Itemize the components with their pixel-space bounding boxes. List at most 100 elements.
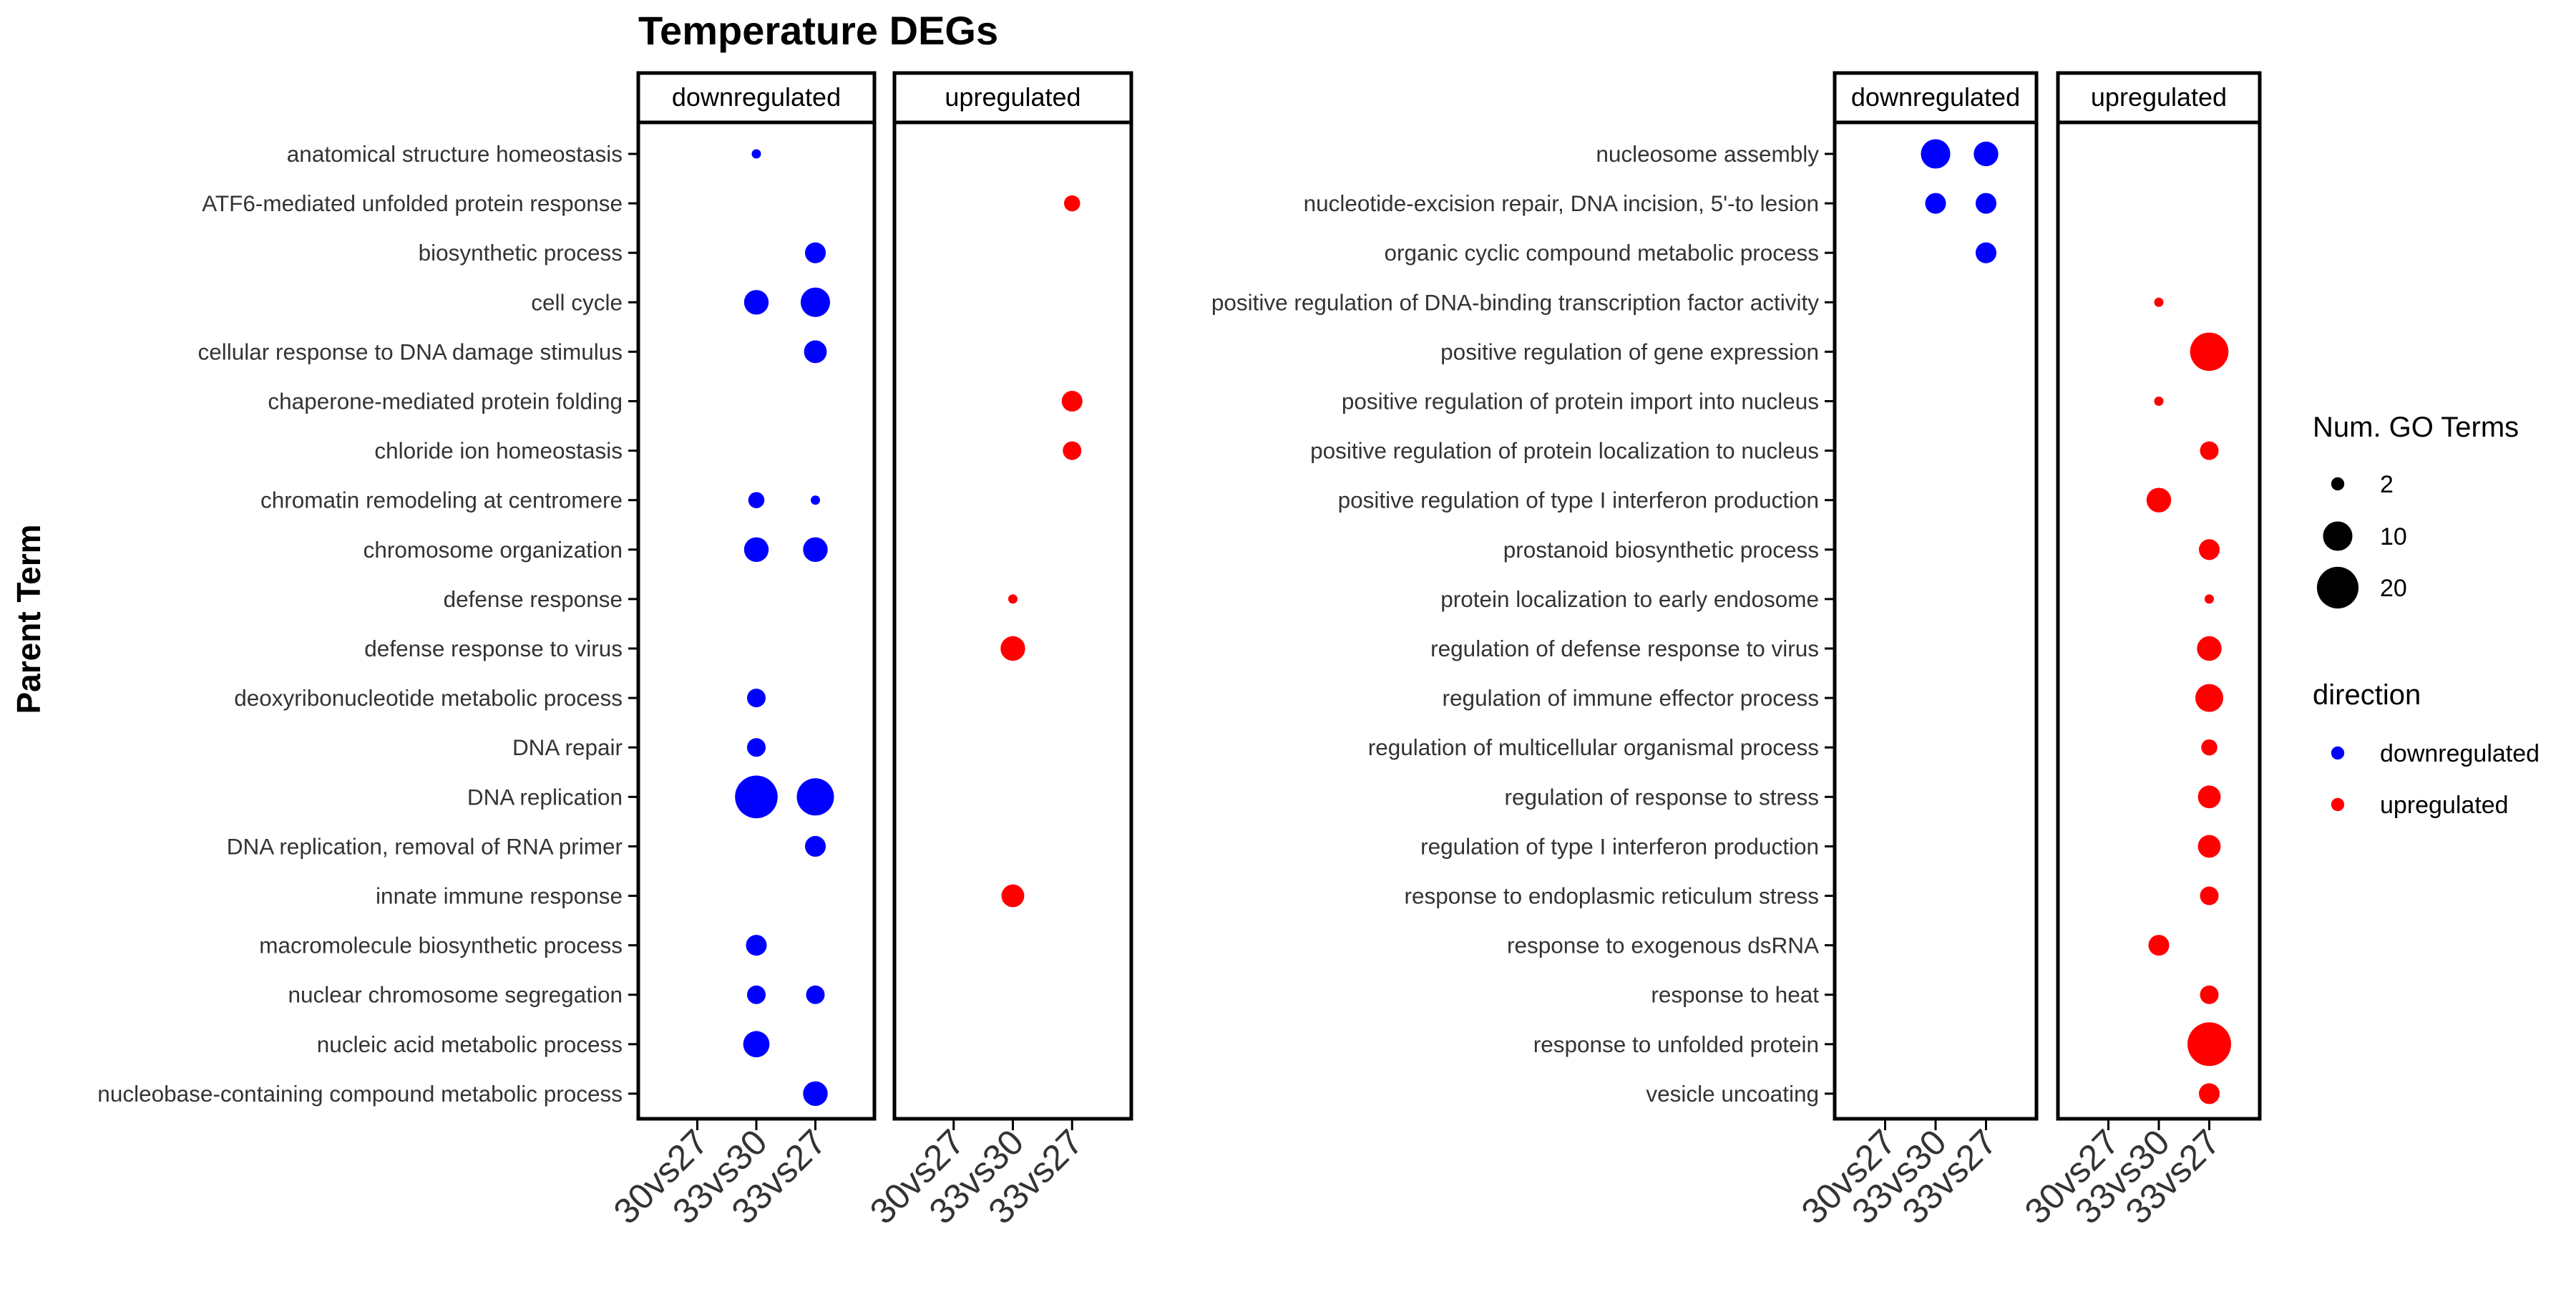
y-tick-label: DNA repair xyxy=(512,734,623,760)
y-tick-label: ATF6-mediated unfolded protein response xyxy=(202,190,623,216)
data-point xyxy=(2198,539,2220,560)
y-tick-label: prostanoid biosynthetic process xyxy=(1503,537,1819,563)
y-tick-label: positive regulation of protein import in… xyxy=(1342,389,1819,414)
data-point xyxy=(1008,594,1018,604)
y-tick-label: response to exogenous dsRNA xyxy=(1507,933,1819,958)
y-tick-label: DNA replication, removal of RNA primer xyxy=(227,833,623,859)
data-point xyxy=(2197,835,2221,858)
data-point xyxy=(1000,636,1025,661)
y-tick-label: biosynthetic process xyxy=(419,240,623,266)
data-point xyxy=(1975,242,1997,263)
y-tick-label: regulation of multicellular organismal p… xyxy=(1368,734,1819,760)
size-legend-label: 2 xyxy=(2380,471,2394,498)
data-point xyxy=(796,778,834,816)
data-point xyxy=(2197,785,2221,809)
data-point xyxy=(2187,1022,2231,1067)
y-tick-label: chloride ion homeostasis xyxy=(374,438,623,464)
size-legend-title: Num. GO Terms xyxy=(2313,412,2519,443)
data-point xyxy=(746,935,767,956)
size-legend-key xyxy=(2331,477,2345,491)
y-tick-label: chromatin remodeling at centromere xyxy=(260,487,623,513)
data-point xyxy=(1975,193,1997,214)
y-tick-label: deoxyribonucleotide metabolic process xyxy=(234,685,623,711)
y-tick-label: nucleosome assembly xyxy=(1596,141,1819,167)
y-tick-label: organic cyclic compound metabolic proces… xyxy=(1384,240,1819,266)
data-point xyxy=(803,1081,828,1107)
data-point xyxy=(2200,886,2219,905)
size-legend-label: 10 xyxy=(2380,523,2407,550)
y-tick-label: positive regulation of DNA-binding trans… xyxy=(1211,289,1819,315)
y-tick-label: response to heat xyxy=(1651,982,1819,1008)
y-tick-label: defense response xyxy=(444,586,623,612)
data-point xyxy=(735,775,778,819)
y-tick-label: nucleotide-excision repair, DNA incision… xyxy=(1304,190,1819,216)
y-axis-right: nucleosome assembly nucleotide-excision r… xyxy=(1211,141,1835,1107)
y-tick-label: macromolecule biosynthetic process xyxy=(259,933,623,958)
data-point xyxy=(2146,487,2172,513)
data-point xyxy=(751,149,761,159)
data-point xyxy=(747,689,766,708)
panel-border xyxy=(892,120,1133,1121)
data-point xyxy=(1001,884,1025,908)
y-tick-label: defense response to virus xyxy=(364,636,623,661)
y-tick-label: innate immune response xyxy=(376,883,623,909)
y-tick-label: nuclear chromosome segregation xyxy=(288,982,623,1008)
y-axis-title: Parent Term xyxy=(10,524,47,714)
color-legend-label: downregulated xyxy=(2380,740,2540,767)
size-legend-label: 20 xyxy=(2380,575,2407,602)
y-tick-label: cellular response to DNA damage stimulus xyxy=(197,339,623,364)
data-point xyxy=(2195,684,2223,712)
y-tick-label: chaperone-mediated protein folding xyxy=(268,389,623,414)
data-point xyxy=(2205,594,2214,604)
color-legend-label: upregulated xyxy=(2380,792,2509,819)
y-tick-label: response to unfolded protein xyxy=(1533,1031,1819,1057)
data-point xyxy=(1974,141,1999,167)
facet-strip-label: downregulated xyxy=(672,82,841,112)
data-point xyxy=(800,287,831,317)
data-point xyxy=(2200,985,2219,1004)
data-point xyxy=(747,985,766,1004)
y-tick-label: nucleobase-containing compound metabolic… xyxy=(97,1081,623,1107)
size-legend-key xyxy=(2316,566,2359,609)
data-point xyxy=(1925,193,1946,214)
y-axis-left: anatomical structure homeostasis ATF6-med… xyxy=(97,141,638,1107)
y-tick-label: regulation of immune effector process xyxy=(1443,685,1819,711)
data-point xyxy=(804,242,826,263)
data-point xyxy=(2148,935,2170,956)
y-tick-label: positive regulation of type I interferon… xyxy=(1338,487,1819,513)
y-tick-label: regulation of response to stress xyxy=(1505,784,1820,810)
data-point xyxy=(1063,441,1082,460)
y-tick-label: positive regulation of gene expression xyxy=(1440,339,1819,364)
y-tick-label: regulation of type I interferon producti… xyxy=(1420,833,1819,859)
facet-strip xyxy=(1833,71,2039,125)
y-tick-label: cell cycle xyxy=(531,289,623,315)
facet-strip xyxy=(892,71,1133,125)
facet-strip xyxy=(2056,71,2262,125)
data-point xyxy=(2154,397,2164,406)
data-point xyxy=(806,985,825,1004)
data-points xyxy=(735,139,2231,1107)
legend: Num. GO Terms 2 10 20 direction downregulated… xyxy=(2313,412,2540,819)
data-point xyxy=(1061,390,1083,412)
data-point xyxy=(1921,139,1951,169)
data-point xyxy=(743,290,769,315)
chart-title: Temperature DEGs xyxy=(638,8,998,53)
data-point xyxy=(743,537,769,562)
facet-strip-label: upregulated xyxy=(945,82,1080,112)
y-tick-label: positive regulation of protein localizat… xyxy=(1310,438,1819,464)
data-point xyxy=(743,1031,770,1058)
panel-border xyxy=(1833,120,2039,1121)
data-point xyxy=(2154,297,2164,307)
data-point xyxy=(811,495,820,505)
data-point xyxy=(2190,332,2229,371)
data-point xyxy=(2198,1083,2220,1104)
data-point xyxy=(804,835,826,857)
data-point xyxy=(1063,195,1080,212)
y-tick-label: anatomical structure homeostasis xyxy=(287,141,623,167)
y-tick-label: chromosome organization xyxy=(364,537,623,563)
